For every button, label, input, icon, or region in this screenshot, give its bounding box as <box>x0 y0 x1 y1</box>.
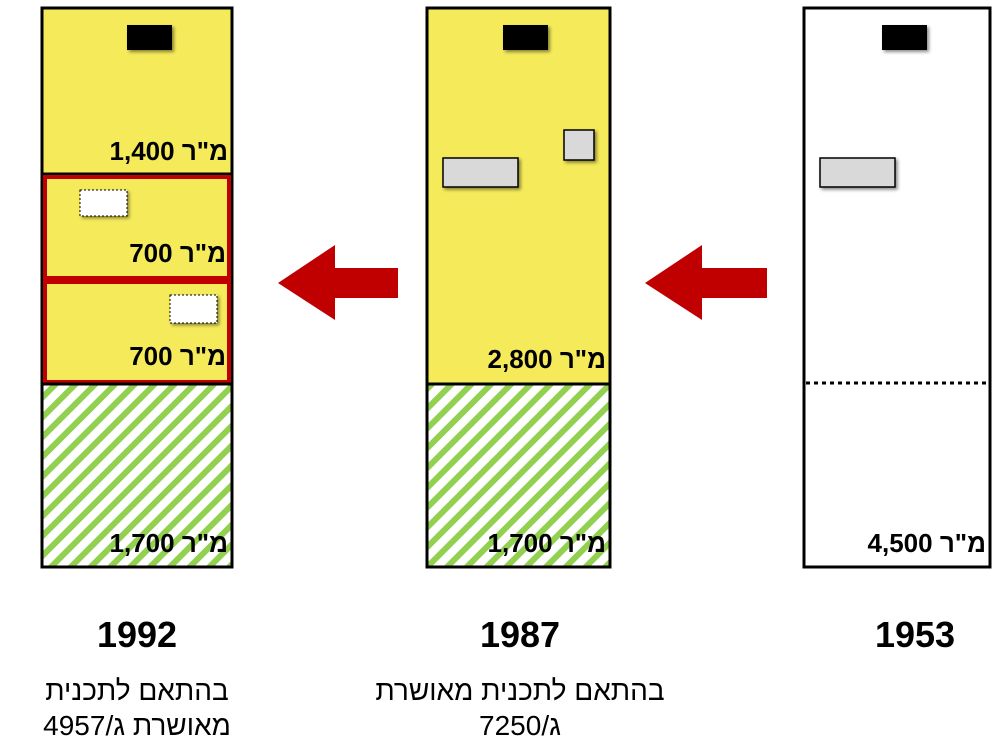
arrow <box>278 245 398 320</box>
building <box>882 25 927 50</box>
year: 1987 <box>480 614 560 655</box>
block <box>425 6 612 386</box>
area-label: 1,700 מ"ר <box>488 528 606 558</box>
area-label: 2,800 מ"ר <box>488 344 606 374</box>
block <box>40 382 234 569</box>
column-1992: 1,400 מ"ר 700 מ"ר 700 מ"ר 1,700 מ"ר <box>40 6 234 569</box>
arrow <box>645 245 767 320</box>
block <box>802 6 992 569</box>
year: 1953 <box>875 614 955 655</box>
building <box>503 25 548 50</box>
caption: ג/7250 <box>479 710 561 741</box>
block <box>425 382 612 569</box>
caption: בהתאם לתכנית מאושרת <box>375 675 664 706</box>
year: 1992 <box>97 614 177 655</box>
building <box>169 294 218 324</box>
column-1953: 4,500 מ"ר <box>802 6 992 569</box>
building <box>442 157 519 188</box>
area-label: 4,500 מ"ר <box>868 528 986 558</box>
building <box>79 189 128 217</box>
caption: מאושרת ג/4957 <box>43 710 231 741</box>
building <box>819 157 896 188</box>
building <box>563 129 595 161</box>
area-label: 700 מ"ר <box>129 341 226 371</box>
area-label: 1,700 מ"ר <box>110 528 228 558</box>
caption: בהתאם לתכנית <box>45 675 228 706</box>
area-label: 1,400 מ"ר <box>110 136 228 166</box>
building <box>127 25 172 50</box>
column-1987: 2,800 מ"ר 1,700 מ"ר <box>425 6 612 569</box>
block <box>43 175 231 280</box>
area-label: 700 מ"ר <box>129 238 226 268</box>
